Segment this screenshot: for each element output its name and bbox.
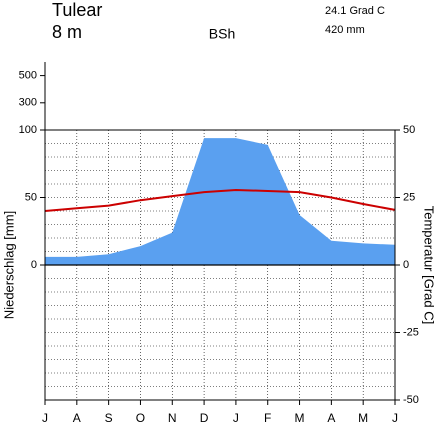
x-tick-label: J [42,411,48,425]
y-tick-label: 50 [25,191,37,203]
precipitation-area [45,138,395,265]
x-tick-label: S [105,411,113,425]
y-tick-label: 100 [19,124,37,136]
climate-class: BSh [209,26,235,42]
y2-tick-label: 0 [403,259,409,271]
y2-tick-label: 50 [403,124,415,136]
x-tick-label: J [233,411,239,425]
y2-tick-label: -50 [403,394,419,406]
y-tick-label: 500 [19,70,37,82]
x-tick-label: A [73,411,81,425]
y2-tick-label: 25 [403,191,415,203]
y2-tick-label: -25 [403,326,419,338]
x-tick-label: M [358,411,368,425]
y-tick-label: 0 [31,259,37,271]
chart-title: Tulear [52,0,102,20]
x-tick-label: O [136,411,145,425]
x-tick-label: A [327,411,335,425]
y-tick-label: 300 [19,97,37,109]
x-tick-label: N [168,411,177,425]
y-axis-label: Niederschlag [mm] [1,211,16,319]
annual-precipitation: 420 mm [325,24,365,36]
mean-temperature: 24.1 Grad C [325,5,385,17]
y2-axis-label: Temperatur [Grad C] [422,206,437,325]
x-tick-label: D [200,411,209,425]
x-tick-label: J [392,411,398,425]
temperature-line [44,188,396,212]
x-tick-label: F [264,411,271,425]
x-tick-label: M [295,411,305,425]
chart-subtitle: 8 m [52,22,82,42]
